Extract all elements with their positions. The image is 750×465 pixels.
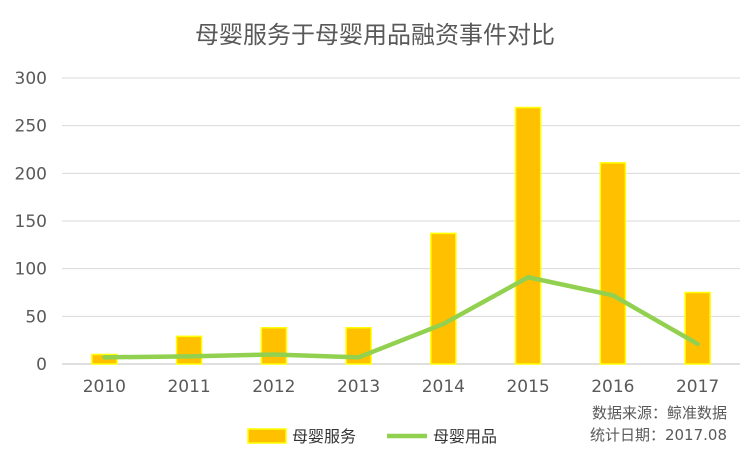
line-point-2017 [697,343,699,345]
line-point-2011 [188,355,190,357]
x-tick-label: 2015 [506,377,549,397]
line-point-2015 [527,276,529,278]
legend-label-line: 母婴用品 [433,427,497,446]
line-point-2010 [103,356,105,358]
bar-2016 [599,162,627,365]
bar-2011 [175,335,203,365]
chart-title: 母婴服务于母婴用品融资事件对比 [195,21,555,49]
y-tick-label: 50 [25,307,47,327]
line-point-2014 [442,323,444,325]
line-series [102,274,700,360]
y-tick-label: 200 [15,164,47,184]
bar-2014 [430,232,457,365]
x-tick-label: 2014 [422,377,465,397]
line-母婴用品 [102,274,700,360]
line-point-2012 [273,353,275,355]
x-tick-label: 2013 [337,377,380,397]
x-tick-label: 2011 [167,377,210,397]
bar-2013 [345,327,372,365]
bar-2017 [684,291,711,365]
y-tick-label: 0 [36,355,47,375]
y-tick-label: 100 [15,260,47,280]
line-point-2013 [358,356,360,358]
y-tick-label: 150 [15,212,47,232]
x-axis-ticks: 2010 2011 2012 2013 2014 2015 2016 2017 [83,377,720,397]
gridlines [62,77,740,365]
line-point-2016 [612,294,614,296]
y-tick-label: 250 [15,117,47,137]
x-tick-label: 2016 [591,377,634,397]
bar-2015 [514,106,542,365]
legend: 母婴服务 母婴用品 [247,427,497,446]
legend-label-bar: 母婴服务 [292,427,356,446]
x-tick-label: 2012 [252,377,295,397]
x-tick-label: 2010 [83,377,126,397]
source-note: 数据来源：鲸准数据 [592,404,727,422]
bar-series [91,106,711,365]
bar-2012 [260,327,288,365]
legend-swatch-bar [247,428,287,444]
date-note: 统计日期：2017.08 [590,426,727,444]
y-axis-ticks: 0 50 100 150 200 250 300 [15,69,47,375]
x-tick-label: 2017 [676,377,719,397]
y-tick-label: 300 [15,69,47,89]
